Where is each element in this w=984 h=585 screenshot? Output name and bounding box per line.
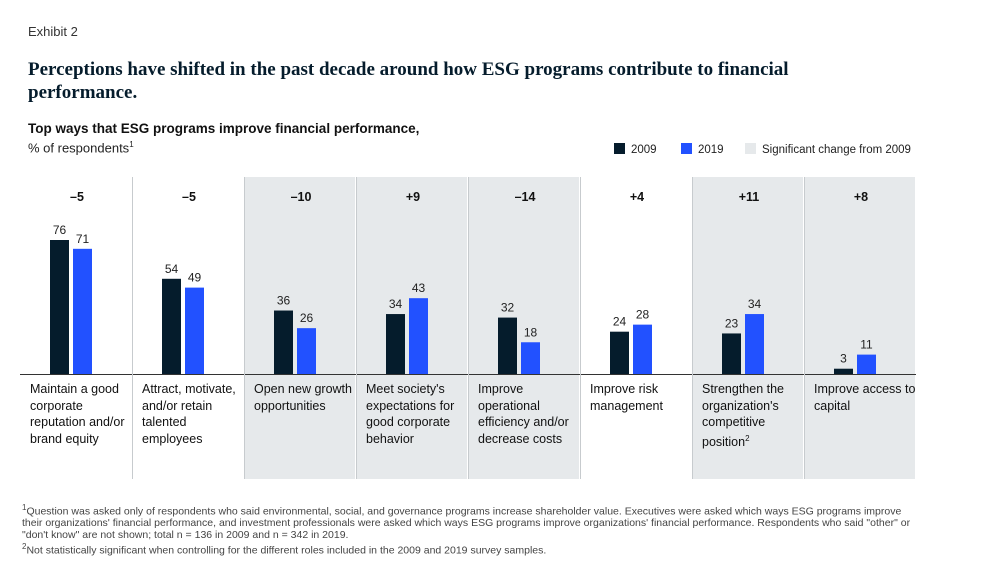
value-label: 28 [636, 308, 650, 322]
value-label: 76 [53, 223, 67, 237]
value-label: 11 [860, 338, 873, 352]
footnote-2: 2Not statistically significant when cont… [22, 542, 547, 557]
category-label: Open new growth opportunities [254, 381, 360, 414]
unit-footnote-mark: 1 [129, 140, 134, 149]
footnote-1: 1Question was asked only of respondents … [22, 503, 911, 541]
legend-item-2009: 2009 [614, 143, 657, 156]
significant-band-7 [805, 177, 915, 479]
bar-2019 [185, 287, 204, 374]
value-label: 34 [748, 297, 762, 311]
category-label: Meet society's expectations for good cor… [366, 381, 472, 447]
category-label-text: Open new growth opportunities [254, 382, 352, 413]
value-label: 43 [412, 281, 426, 295]
category-label-text: Strengthen the organization's competitiv… [702, 382, 785, 449]
bar-2019 [857, 354, 876, 374]
category-label: Maintain a good corporate reputation and… [30, 381, 136, 447]
bar-2009 [498, 317, 517, 374]
bar-2019 [73, 248, 92, 374]
change-label: +9 [406, 190, 420, 204]
value-label: 23 [725, 316, 739, 330]
chart-subtitle: Top ways that ESG programs improve finan… [28, 121, 420, 136]
unit-label: % of respondents1 [28, 140, 134, 156]
significant-band-2 [245, 177, 355, 479]
bar-2019 [521, 342, 540, 374]
bar-2019 [409, 298, 428, 374]
category-label-text: Attract, motivate, and/or retain talente… [142, 382, 236, 446]
legend-item-significant: Significant change from 2009 [745, 143, 911, 156]
bar-2019 [745, 314, 764, 374]
bar-2019 [297, 328, 316, 374]
bar-2009 [386, 314, 405, 374]
value-label: 3 [840, 352, 847, 366]
exhibit-label: Exhibit 2 [28, 24, 78, 39]
change-label: –10 [291, 190, 312, 204]
bar-2019 [633, 324, 652, 374]
significant-band-4 [469, 177, 579, 479]
category-footnote-mark: 2 [745, 433, 750, 443]
category-label: Strengthen the organization's competitiv… [702, 381, 808, 450]
value-label: 26 [300, 311, 314, 325]
value-label: 34 [389, 297, 403, 311]
bar-2009 [50, 240, 69, 374]
category-label-text: Improve access to capital [814, 382, 916, 413]
legend-swatch-2009 [614, 143, 625, 154]
legend-swatch-2019 [681, 143, 692, 154]
value-label: 49 [188, 271, 202, 285]
value-label: 24 [613, 315, 627, 329]
legend-swatch-significant [745, 143, 756, 154]
category-label-text: Meet society's expectations for good cor… [366, 382, 455, 446]
chart-title: Perceptions have shifted in the past dec… [28, 59, 789, 103]
category-label: Improve operational efficiency and/or de… [478, 381, 584, 447]
change-label: –14 [515, 190, 536, 204]
change-label: +4 [630, 190, 644, 204]
change-label: +11 [739, 190, 760, 204]
change-label: +8 [854, 190, 868, 204]
bar-2009 [274, 310, 293, 374]
category-label-text: Improve risk management [590, 382, 663, 413]
footnotes: 1Question was asked only of respondents … [22, 502, 922, 557]
legend-item-2019: 2019 [681, 143, 724, 156]
category-label: Improve access to capital [814, 381, 920, 414]
category-label-text: Improve operational efficiency and/or de… [478, 382, 569, 446]
bar-2009 [610, 331, 629, 374]
bar-2009 [722, 333, 741, 374]
value-label: 32 [501, 301, 515, 315]
value-label: 36 [277, 294, 291, 308]
bar-2009 [162, 278, 181, 374]
category-label: Attract, motivate, and/or retain talente… [142, 381, 248, 447]
value-label: 71 [76, 232, 90, 246]
value-label: 18 [524, 325, 538, 339]
category-label: Improve risk management [590, 381, 696, 414]
bar-2009 [834, 368, 853, 374]
change-label: –5 [182, 190, 196, 204]
value-label: 54 [165, 262, 179, 276]
change-label: –5 [70, 190, 84, 204]
category-label-text: Maintain a good corporate reputation and… [30, 382, 125, 446]
